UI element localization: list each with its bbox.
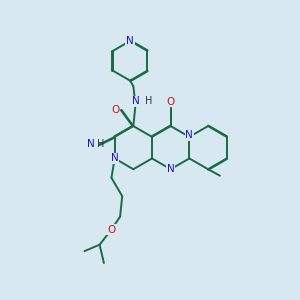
Text: N: N <box>126 36 134 46</box>
Text: N: N <box>185 130 193 140</box>
Text: N: N <box>132 96 140 106</box>
Text: O: O <box>111 105 119 115</box>
Text: H: H <box>97 140 104 149</box>
Text: O: O <box>107 225 116 235</box>
Text: N: N <box>87 140 95 149</box>
Text: H: H <box>145 96 152 106</box>
Text: O: O <box>167 97 175 106</box>
Text: N: N <box>167 164 175 174</box>
Text: N: N <box>111 153 119 164</box>
